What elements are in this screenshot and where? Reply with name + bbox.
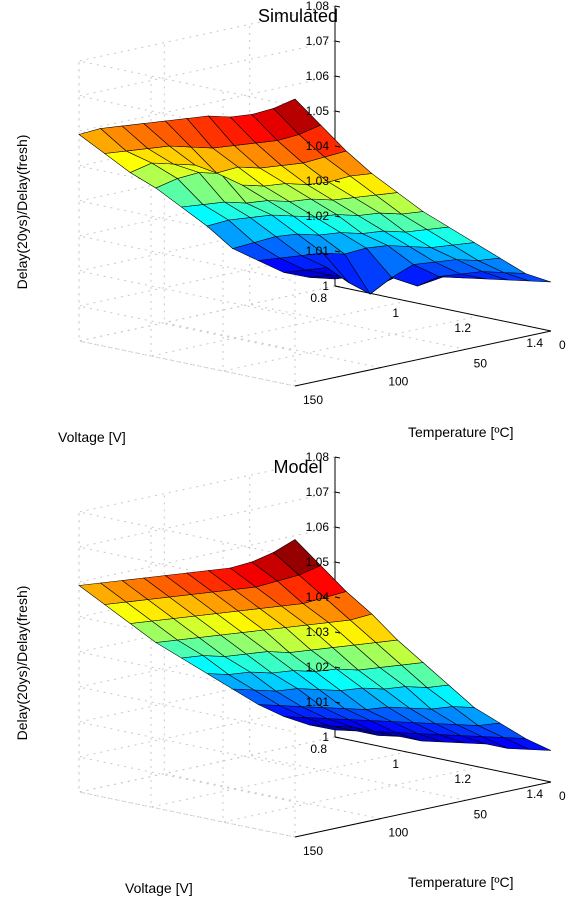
z-tick-label: 1.03 bbox=[306, 174, 330, 188]
z-tick-mark bbox=[334, 285, 341, 288]
z-axis-label: Delay(20ys)/Delay(fresh) bbox=[14, 135, 30, 290]
z-tick-mark bbox=[334, 491, 341, 494]
z-tick-label: 1.04 bbox=[306, 590, 330, 604]
chart-title: Model bbox=[273, 457, 322, 477]
chart-title: Simulated bbox=[258, 6, 338, 26]
plot-panel-model: 11.011.021.031.041.051.061.071.080.811.2… bbox=[14, 450, 566, 896]
z-tick-mark bbox=[334, 666, 341, 669]
z-tick-mark bbox=[334, 215, 341, 218]
y-axis-label: Temperature [ºC] bbox=[408, 424, 514, 440]
z-tick-mark bbox=[334, 526, 341, 529]
z-tick-mark bbox=[334, 40, 341, 43]
z-tick-label: 1.07 bbox=[306, 34, 330, 48]
z-gridline bbox=[78, 736, 336, 838]
x-tick-label: 0.8 bbox=[310, 291, 327, 305]
z-tick-label: 1.04 bbox=[306, 139, 330, 153]
surface-cell bbox=[272, 539, 322, 576]
y-tick-label: 150 bbox=[303, 844, 323, 858]
z-tick-label: 1.01 bbox=[306, 695, 330, 709]
x-tick-label: 1.4 bbox=[526, 787, 543, 801]
y-axis-line bbox=[294, 781, 552, 838]
z-tick-mark bbox=[334, 736, 341, 739]
y-tick-label: 150 bbox=[303, 393, 323, 407]
y-gridline bbox=[78, 512, 296, 838]
y-tick-label: 100 bbox=[388, 375, 408, 389]
y-tick-label: 50 bbox=[474, 807, 488, 821]
z-tick-mark bbox=[334, 110, 341, 113]
z-gridline bbox=[78, 285, 336, 387]
x-tick-label: 0.8 bbox=[310, 742, 327, 756]
y-axis-line bbox=[294, 330, 552, 387]
z-tick-mark bbox=[334, 5, 341, 8]
z-tick-mark bbox=[334, 180, 341, 183]
z-tick-mark bbox=[334, 701, 341, 704]
z-tick-mark bbox=[334, 631, 341, 634]
z-tick-label: 1.05 bbox=[306, 555, 330, 569]
z-tick-label: 1.02 bbox=[306, 209, 330, 223]
z-tick-mark bbox=[334, 145, 341, 148]
x-tick-label: 1 bbox=[392, 306, 399, 320]
x-tick-label: 1.2 bbox=[454, 321, 471, 335]
y-tick-label: 0 bbox=[559, 789, 566, 803]
z-tick-label: 1.07 bbox=[306, 485, 330, 499]
z-tick-label: 1 bbox=[322, 279, 329, 293]
x-tick-label: 1 bbox=[392, 757, 399, 771]
x-axis-line bbox=[334, 736, 552, 783]
z-tick-label: 1.06 bbox=[306, 520, 330, 534]
z-tick-label: 1.06 bbox=[306, 69, 330, 83]
z-tick-label: 1.08 bbox=[306, 0, 330, 13]
x-axis-label: Voltage [V] bbox=[58, 429, 126, 445]
y-gridline bbox=[78, 61, 296, 387]
y-tick-label: 50 bbox=[474, 356, 488, 370]
z-tick-mark bbox=[334, 456, 341, 459]
x-tick-label: 1.4 bbox=[526, 336, 543, 350]
z-tick-label: 1.03 bbox=[306, 625, 330, 639]
surface-cell bbox=[272, 98, 322, 135]
z-tick-mark bbox=[334, 250, 341, 253]
x-tick-label: 1.2 bbox=[454, 772, 471, 786]
z-tick-label: 1.05 bbox=[306, 104, 330, 118]
z-axis-label: Delay(20ys)/Delay(fresh) bbox=[14, 586, 30, 741]
z-tick-mark bbox=[334, 75, 341, 78]
z-tick-label: 1.02 bbox=[306, 660, 330, 674]
z-tick-mark bbox=[334, 596, 341, 599]
y-axis-label: Temperature [ºC] bbox=[408, 874, 514, 890]
z-tick-label: 1.08 bbox=[306, 450, 330, 464]
z-tick-label: 1 bbox=[322, 730, 329, 744]
z-tick-mark bbox=[334, 561, 341, 564]
y-tick-label: 0 bbox=[559, 338, 566, 352]
x-axis-label: Voltage [V] bbox=[125, 880, 193, 896]
z-tick-label: 1.01 bbox=[306, 244, 330, 258]
y-tick-label: 100 bbox=[388, 826, 408, 840]
plot-panel-simulated: 11.011.021.031.041.051.061.071.080.811.2… bbox=[14, 0, 566, 445]
